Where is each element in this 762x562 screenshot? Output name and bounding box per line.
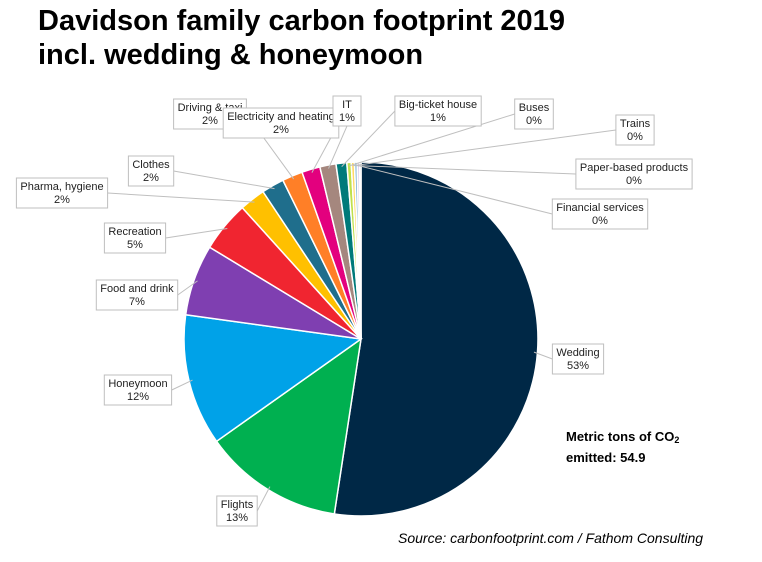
slice-label-box xyxy=(514,98,554,130)
slice-label-percent: 53% xyxy=(567,360,589,372)
leader-line-trains xyxy=(352,129,616,167)
slice-label-name: Wedding xyxy=(556,347,599,359)
leader-line-buses xyxy=(349,113,515,167)
slice-label-percent: 0% xyxy=(626,175,642,187)
slice-label-percent: 2% xyxy=(202,115,218,127)
title-line-2: incl. wedding & honeymoon xyxy=(38,39,424,71)
slice-label-name: Clothes xyxy=(132,159,170,171)
leader-line-clothes xyxy=(173,170,275,190)
slice-label-name: Paper-based products xyxy=(580,162,689,174)
leader-line-paper-based-products xyxy=(355,165,576,175)
slice-label-percent: 1% xyxy=(339,112,355,124)
leader-line-flights xyxy=(256,486,271,512)
leader-line-big-ticket-house xyxy=(341,110,396,167)
slice-label-percent: 7% xyxy=(129,296,145,308)
slice-label-box xyxy=(216,495,258,527)
slice-label-percent: 13% xyxy=(226,512,248,524)
slice-label-box xyxy=(575,158,693,190)
slice-label-name: Food and drink xyxy=(100,283,174,295)
leader-line-recreation xyxy=(165,228,228,239)
total-label: Metric tons of CO xyxy=(566,429,675,444)
slice-label-box xyxy=(551,343,605,375)
slice-label-percent: 0% xyxy=(627,131,643,143)
leader-line-wedding xyxy=(533,351,553,360)
slice-label-percent: 1% xyxy=(430,112,446,124)
slice-label-name: Trains xyxy=(620,118,651,130)
slice-label-percent: 2% xyxy=(143,172,159,184)
slice-label-box xyxy=(127,155,175,187)
slice-label-name: Recreation xyxy=(108,226,161,238)
total-emissions: Metric tons of CO2 emitted: 54.9 xyxy=(566,428,679,466)
slice-label-percent: 5% xyxy=(127,239,143,251)
slice-label-box xyxy=(95,279,179,311)
slice-label-percent: 12% xyxy=(127,391,149,403)
slice-label-name: Buses xyxy=(519,102,550,114)
pie-slice-wedding xyxy=(333,161,539,517)
slice-label-box xyxy=(394,95,482,127)
leader-line-financial-services xyxy=(358,165,553,215)
title-line-1: Davidson family carbon footprint 2019 xyxy=(38,5,565,37)
slice-label-name: Pharma, hygiene xyxy=(20,181,103,193)
slice-label-percent: 2% xyxy=(54,194,70,206)
slice-label-name: IT xyxy=(342,99,352,111)
total-value: emitted: 54.9 xyxy=(566,450,646,465)
slice-label-percent: 0% xyxy=(592,215,608,227)
leader-line-food-and-drink xyxy=(177,280,198,296)
slice-label-percent: 2% xyxy=(273,124,289,136)
slice-label-box xyxy=(15,177,109,209)
slice-label-percent: 0% xyxy=(526,115,542,127)
slice-label-box xyxy=(615,114,655,146)
pie-slices xyxy=(183,161,539,517)
slice-label-box xyxy=(332,95,362,127)
slice-label-name: Big-ticket house xyxy=(399,99,477,111)
slice-label-box xyxy=(551,198,649,230)
pie-slice-honeymoon xyxy=(183,313,363,443)
leader-line-honeymoon xyxy=(171,379,193,391)
total-label-subscript: 2 xyxy=(674,435,680,445)
slice-label-name: Flights xyxy=(221,499,254,511)
leader-line-it xyxy=(328,125,348,169)
slice-label-box xyxy=(222,107,340,139)
leader-lines xyxy=(107,110,616,512)
chart-title: Davidson family carbon footprint 2019 in… xyxy=(38,4,565,72)
source-note: Source: carbonfootprint.com / Fathom Con… xyxy=(398,530,704,546)
slice-label-name: Honeymoon xyxy=(108,378,167,390)
slice-label-name: Financial services xyxy=(556,202,644,214)
slice-label-it: IT1% xyxy=(332,95,362,127)
slice-label-box xyxy=(103,222,167,254)
slice-label-name: Electricity and heating xyxy=(227,111,335,123)
slice-label-box xyxy=(103,374,173,406)
leader-line-pharma-hygiene xyxy=(107,192,255,203)
